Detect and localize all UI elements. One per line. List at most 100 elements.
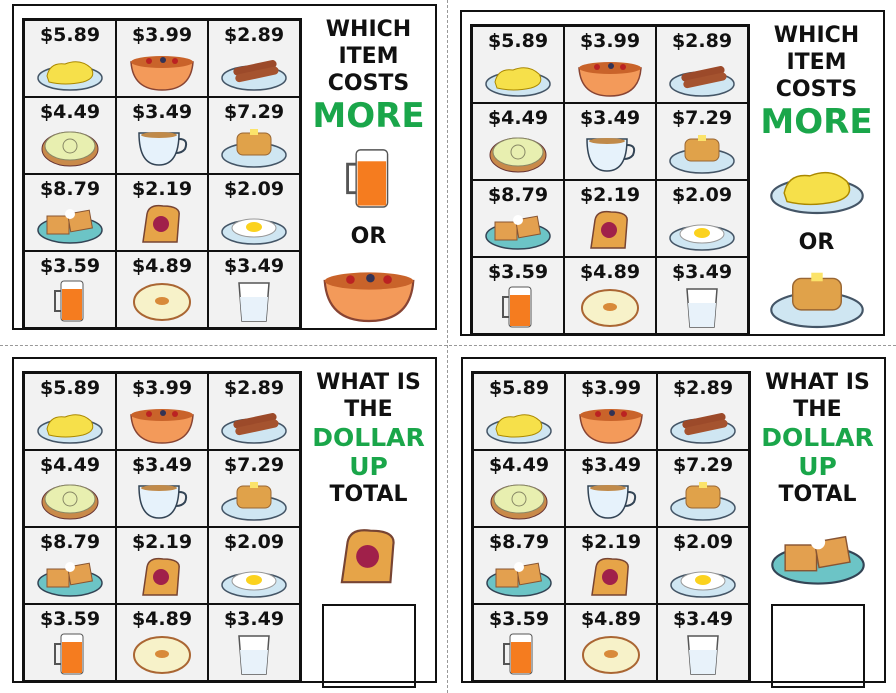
coffee-cup-icon bbox=[138, 132, 188, 166]
waffles-icon bbox=[770, 535, 865, 585]
item-price: $4.89 bbox=[131, 608, 193, 630]
menu-item: $7.29 bbox=[657, 450, 749, 527]
coffee-cup-icon bbox=[586, 138, 636, 172]
task-card: $5.89 $3.99 $2.89 $4.49 $3.49 $7.29 $8.79 $2.19… bbox=[461, 357, 886, 688]
item-price: $8.79 bbox=[39, 531, 101, 553]
item-price: $4.49 bbox=[39, 454, 101, 476]
menu-item: $2.09 bbox=[657, 527, 749, 604]
menu-item: $5.89 bbox=[472, 26, 564, 103]
menu-item: $3.59 bbox=[24, 251, 116, 328]
menu-item: $2.89 bbox=[657, 373, 749, 450]
question-text: WHICH bbox=[325, 17, 412, 42]
bagel-icon bbox=[581, 289, 639, 327]
item-price: $3.99 bbox=[131, 377, 193, 399]
jam-toast-icon bbox=[142, 204, 180, 243]
item-price: $3.59 bbox=[488, 608, 550, 630]
cereal-bowl-icon bbox=[323, 272, 414, 323]
item-price: $8.79 bbox=[39, 178, 101, 200]
item-price: $4.49 bbox=[487, 107, 549, 129]
item-price: $4.49 bbox=[488, 454, 550, 476]
menu-item: $2.19 bbox=[565, 527, 657, 604]
menu-item: $3.49 bbox=[208, 604, 300, 681]
item-price: $2.09 bbox=[672, 531, 734, 553]
menu-item: $2.19 bbox=[564, 180, 656, 257]
item-price: $3.49 bbox=[131, 101, 193, 123]
pancakes-icon bbox=[670, 482, 736, 521]
task-card: $5.89 $3.99 $2.89 $4.49 $3.49 $7.29 $8.79 $2.19… bbox=[460, 10, 885, 336]
jam-toast-icon bbox=[590, 210, 628, 249]
menu-item: $2.19 bbox=[116, 174, 208, 251]
orange-juice-icon bbox=[54, 280, 84, 322]
item-price: $3.59 bbox=[39, 608, 101, 630]
milk-glass-icon bbox=[238, 635, 270, 675]
cereal-bowl-icon bbox=[130, 409, 194, 444]
menu-item: $3.49 bbox=[565, 450, 657, 527]
scrambled-eggs-icon bbox=[485, 67, 551, 97]
cinnamon-roll-icon bbox=[490, 484, 548, 520]
menu-item: $4.89 bbox=[564, 257, 656, 334]
question-text: ITEM bbox=[786, 50, 847, 75]
cinnamon-roll-icon bbox=[41, 484, 99, 520]
milk-glass-icon bbox=[686, 288, 718, 328]
orange-juice-icon bbox=[502, 286, 532, 328]
item-price: $3.59 bbox=[487, 261, 549, 283]
item-price: $4.89 bbox=[131, 255, 193, 277]
orange-juice-icon bbox=[54, 633, 84, 675]
menu-item: $3.99 bbox=[116, 373, 208, 450]
menu-item: $2.89 bbox=[656, 26, 748, 103]
orange-juice-icon bbox=[503, 633, 533, 675]
milk-glass-icon bbox=[687, 635, 719, 675]
item-price: $2.19 bbox=[579, 184, 641, 206]
question-text: THE bbox=[793, 397, 842, 422]
cut-line-horizontal bbox=[0, 345, 896, 346]
cereal-bowl-icon bbox=[578, 62, 642, 97]
menu-item: $8.79 bbox=[24, 527, 116, 604]
menu-item: $2.89 bbox=[208, 373, 300, 450]
question-panel: WHICH ITEM COSTS MORE OR bbox=[306, 16, 431, 328]
question-highlight: DOLLAR bbox=[761, 423, 874, 452]
cinnamon-roll-icon bbox=[41, 131, 99, 167]
menu-item: $7.29 bbox=[208, 97, 300, 174]
question-highlight: UP bbox=[798, 452, 837, 481]
item-price: $5.89 bbox=[39, 24, 101, 46]
menu-item: $2.89 bbox=[208, 20, 300, 97]
item-price: $2.19 bbox=[131, 531, 193, 553]
jam-toast-icon bbox=[591, 557, 629, 596]
question-text: TOTAL bbox=[329, 482, 408, 507]
menu-item: $5.89 bbox=[24, 373, 116, 450]
price-grid: $5.89 $3.99 $2.89 $4.49 $3.49 $7.29 $8.79 $2.19… bbox=[470, 24, 750, 336]
item-price: $7.29 bbox=[671, 107, 733, 129]
answer-box[interactable] bbox=[770, 604, 865, 688]
item-price: $3.49 bbox=[131, 454, 193, 476]
item-price: $3.99 bbox=[131, 24, 193, 46]
scrambled-eggs-icon bbox=[37, 414, 103, 444]
item-price: $2.89 bbox=[223, 377, 285, 399]
menu-item: $3.49 bbox=[208, 251, 300, 328]
menu-item: $3.49 bbox=[564, 103, 656, 180]
question-text: TOTAL bbox=[778, 482, 857, 507]
jam-toast-icon bbox=[340, 529, 395, 584]
item-price: $3.49 bbox=[672, 608, 734, 630]
question-text: WHAT IS bbox=[316, 370, 421, 395]
menu-item: $8.79 bbox=[24, 174, 116, 251]
menu-item: $3.49 bbox=[657, 604, 749, 681]
answer-box[interactable] bbox=[321, 604, 416, 688]
item-price: $3.49 bbox=[223, 608, 285, 630]
sausages-icon bbox=[221, 413, 287, 444]
question-text: WHAT IS bbox=[765, 370, 870, 395]
fried-egg-icon bbox=[669, 224, 735, 251]
menu-item: $8.79 bbox=[473, 527, 565, 604]
task-card: $5.89 $3.99 $2.89 $4.49 $3.49 $7.29 $8.79 $2.19… bbox=[12, 4, 437, 330]
cereal-bowl-icon bbox=[579, 409, 643, 444]
item-price: $2.19 bbox=[131, 178, 193, 200]
price-grid: $5.89 $3.99 $2.89 $4.49 $3.49 $7.29 $8.79 $2.19… bbox=[22, 371, 302, 683]
item-price: $8.79 bbox=[487, 184, 549, 206]
item-price: $3.99 bbox=[579, 30, 641, 52]
item-price: $2.09 bbox=[671, 184, 733, 206]
question-panel: WHAT IS THE DOLLAR UP TOTAL bbox=[755, 369, 880, 688]
cereal-bowl-icon bbox=[130, 56, 194, 91]
scrambled-eggs-icon bbox=[769, 171, 864, 215]
menu-item: $8.79 bbox=[472, 180, 564, 257]
jam-toast-icon bbox=[142, 557, 180, 596]
menu-item: $4.49 bbox=[473, 450, 565, 527]
